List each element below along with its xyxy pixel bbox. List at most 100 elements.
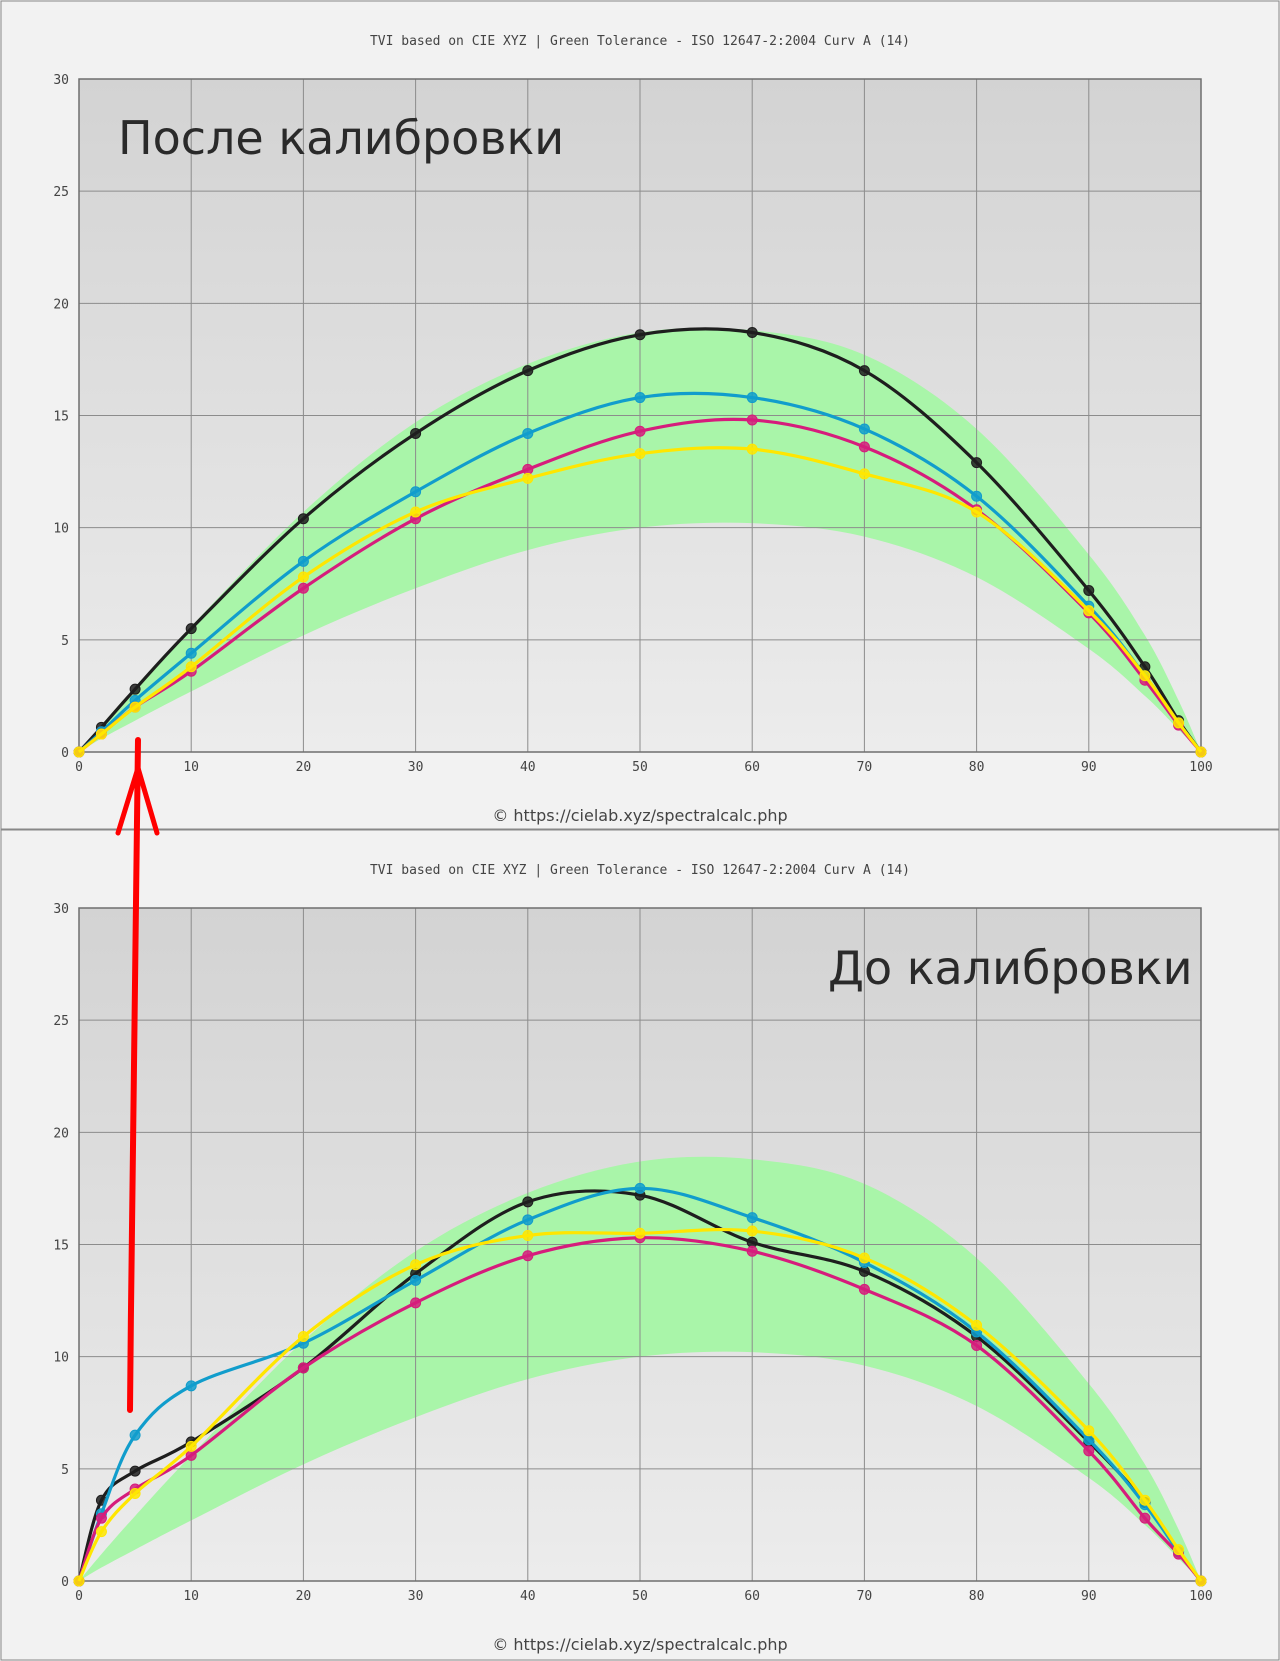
data-point-yellow	[129, 701, 141, 713]
data-point-black	[129, 683, 141, 695]
data-point-yellow	[971, 506, 983, 518]
y-tick-label: 20	[53, 1126, 69, 1141]
red-arrow-annotation	[115, 737, 160, 1413]
chart-title: TVI based on CIE XYZ | Green Tolerance -…	[370, 34, 910, 49]
data-point-yellow	[971, 1319, 983, 1331]
arrow-head	[115, 765, 160, 836]
y-tick-label: 15	[53, 1239, 69, 1254]
data-point-cyan	[971, 490, 983, 502]
data-point-yellow	[522, 472, 534, 484]
overlay-label-after: После калибровки	[118, 111, 564, 165]
data-point-magenta	[95, 1512, 107, 1524]
y-tick-label: 15	[53, 410, 69, 425]
data-point-cyan	[185, 647, 197, 659]
data-point-yellow	[634, 1227, 646, 1239]
data-point-black	[971, 457, 983, 469]
data-point-yellow	[185, 1440, 197, 1452]
chart-panel-after-calibration: TVI based on CIE XYZ | Green Tolerance -…	[0, 0, 1280, 830]
credit-text: © https://cielab.xyz/spectralcalc.php	[492, 806, 787, 825]
data-point-cyan	[634, 392, 646, 404]
data-point-black	[522, 365, 534, 377]
x-tick-label: 30	[408, 1589, 424, 1604]
x-tick-label: 60	[744, 1589, 760, 1604]
data-point-yellow	[73, 1575, 85, 1587]
x-tick-label: 70	[857, 760, 873, 775]
data-point-cyan	[858, 423, 870, 435]
series-yellow	[73, 1225, 1207, 1587]
x-tick-label: 80	[969, 1589, 985, 1604]
data-point-yellow	[95, 728, 107, 740]
x-tick-label: 20	[296, 1589, 312, 1604]
x-tick-label: 100	[1189, 760, 1212, 775]
series-yellow	[73, 443, 1207, 758]
data-point-yellow	[858, 468, 870, 480]
data-point-cyan	[410, 486, 422, 498]
x-tick-label: 0	[75, 1589, 83, 1604]
x-tick-label: 0	[75, 760, 83, 775]
data-point-yellow	[1139, 1494, 1151, 1506]
data-point-magenta	[1139, 1512, 1151, 1524]
data-point-yellow	[858, 1252, 870, 1264]
data-point-yellow	[185, 661, 197, 673]
data-point-magenta	[634, 425, 646, 437]
data-point-cyan	[522, 1214, 534, 1226]
data-point-yellow	[297, 1330, 309, 1342]
data-point-magenta	[858, 1283, 870, 1295]
data-point-yellow	[1173, 717, 1185, 729]
y-tick-label: 10	[53, 1351, 69, 1366]
x-tick-label: 60	[744, 760, 760, 775]
x-tick-label: 40	[520, 1589, 536, 1604]
data-point-yellow	[1173, 1544, 1185, 1556]
tolerance-band	[79, 327, 1201, 752]
data-point-cyan	[634, 1182, 646, 1194]
data-point-magenta	[858, 441, 870, 453]
data-point-yellow	[1139, 670, 1151, 682]
data-point-yellow	[1083, 1425, 1095, 1437]
data-point-cyan	[410, 1274, 422, 1286]
data-point-yellow	[297, 571, 309, 583]
data-point-magenta	[971, 1339, 983, 1351]
data-point-black	[858, 365, 870, 377]
data-point-yellow	[129, 1488, 141, 1500]
y-tick-label: 0	[61, 1575, 69, 1590]
y-tick-label: 10	[53, 522, 69, 537]
data-point-black	[522, 1196, 534, 1208]
y-tick-label: 5	[61, 1463, 69, 1478]
y-tick-label: 30	[53, 73, 69, 88]
data-point-yellow	[1195, 746, 1207, 758]
data-point-black	[410, 427, 422, 439]
data-point-yellow	[746, 1225, 758, 1237]
x-tick-label: 50	[632, 760, 648, 775]
data-point-black	[746, 326, 758, 338]
data-point-magenta	[746, 414, 758, 426]
data-point-yellow	[1083, 605, 1095, 617]
data-point-cyan	[297, 555, 309, 567]
data-point-magenta	[410, 1297, 422, 1309]
y-tick-label: 25	[53, 1014, 69, 1029]
x-tick-label: 90	[1081, 760, 1097, 775]
data-point-cyan	[746, 1212, 758, 1224]
y-tick-label: 25	[53, 185, 69, 200]
data-point-black	[297, 513, 309, 525]
data-point-yellow	[634, 448, 646, 460]
x-tick-label: 70	[857, 1589, 873, 1604]
data-point-yellow	[73, 746, 85, 758]
x-tick-label: 50	[632, 1589, 648, 1604]
data-point-yellow	[1195, 1575, 1207, 1587]
plot-area: 0 10 20 30 40 50 60 70 80 90 100 0 5 10 15 20 25 30	[53, 902, 1212, 1604]
data-point-yellow	[410, 1259, 422, 1271]
data-point-yellow	[746, 443, 758, 455]
data-point-magenta	[297, 1362, 309, 1374]
data-point-black	[185, 623, 197, 635]
x-tick-label: 100	[1189, 1589, 1212, 1604]
data-point-cyan	[129, 1429, 141, 1441]
data-point-black	[634, 329, 646, 341]
data-point-yellow	[410, 506, 422, 518]
x-tick-label: 20	[296, 760, 312, 775]
data-point-magenta	[297, 582, 309, 594]
plot-border	[78, 907, 1202, 1582]
x-tick-label: 10	[183, 760, 199, 775]
overlay-label-before: До калибровки	[828, 941, 1192, 995]
y-tick-label: 5	[61, 634, 69, 649]
